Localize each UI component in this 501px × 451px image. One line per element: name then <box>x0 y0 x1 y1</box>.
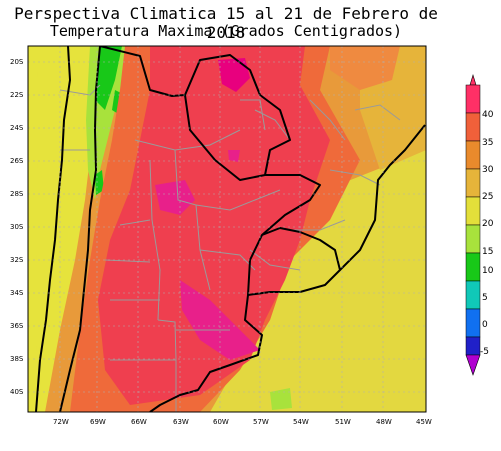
lon-tick: 48W <box>376 418 392 426</box>
legend-swatch <box>465 224 481 254</box>
temperature-field <box>28 46 426 412</box>
lat-tick: 26S <box>10 157 24 165</box>
legend-label: 30 <box>482 165 494 175</box>
lat-tick: 32S <box>10 256 24 264</box>
legend-label: 0 <box>482 320 488 330</box>
province-borders <box>59 84 401 412</box>
legend-swatch <box>465 308 481 338</box>
legend-label: -5 <box>480 347 489 357</box>
map-subtitle: Temperatura Maxima (Grados Centigrados) <box>49 22 403 40</box>
lat-axis: 20S 22S 24S 26S 28S 30S 32S 34S 36S 38S … <box>10 58 24 396</box>
lat-tick: 30S <box>10 223 24 231</box>
legend-swatch <box>465 140 481 170</box>
lon-tick: 45W <box>416 418 432 426</box>
legend-swatch <box>465 84 481 114</box>
lon-tick: 57W <box>253 418 269 426</box>
legend-swatch <box>465 196 481 226</box>
lat-tick: 28S <box>10 190 24 198</box>
legend-label: 5 <box>482 293 488 303</box>
lat-tick: 20S <box>10 58 24 66</box>
legend-swatch <box>465 112 481 142</box>
lon-tick: 54W <box>293 418 309 426</box>
legend-label: 40 <box>482 110 494 120</box>
lat-tick: 24S <box>10 124 24 132</box>
lon-tick: 51W <box>335 418 351 426</box>
legend-label: 25 <box>482 192 493 202</box>
country-borders <box>35 46 426 412</box>
legend-label: 35 <box>482 138 493 148</box>
legend-label: 10 <box>482 266 494 276</box>
lon-tick: 66W <box>131 418 147 426</box>
lon-tick: 63W <box>173 418 189 426</box>
legend-label: 15 <box>482 247 493 257</box>
map-title: Perspectiva Climatica 15 al 21 de Febrer… <box>14 4 438 42</box>
legend-swatch <box>465 336 481 356</box>
lon-tick: 60W <box>213 418 229 426</box>
lat-tick: 38S <box>10 355 24 363</box>
color-legend: 40 35 30 25 20 15 10 5 0 -5 <box>465 73 494 376</box>
map-frame <box>27 45 427 413</box>
lat-tick: 34S <box>10 289 24 297</box>
legend-swatch <box>465 280 481 310</box>
legend-swatch <box>465 168 481 198</box>
legend-arrow-top <box>469 73 477 86</box>
lon-tick: 69W <box>90 418 106 426</box>
lat-tick: 40S <box>10 388 24 396</box>
lat-tick: 22S <box>10 91 24 99</box>
grid-lines <box>28 46 426 412</box>
lon-axis: 72W 69W 66W 63W 60W 57W 54W 51W 48W 45W <box>53 418 432 426</box>
lat-tick: 36S <box>10 322 24 330</box>
lon-tick: 72W <box>53 418 69 426</box>
legend-swatch <box>465 252 481 282</box>
legend-arrow-bottom <box>465 354 481 376</box>
legend-label: 20 <box>482 219 494 229</box>
